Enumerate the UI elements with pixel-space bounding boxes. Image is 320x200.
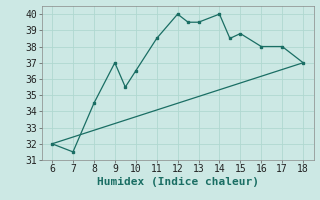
X-axis label: Humidex (Indice chaleur): Humidex (Indice chaleur) (97, 177, 259, 187)
